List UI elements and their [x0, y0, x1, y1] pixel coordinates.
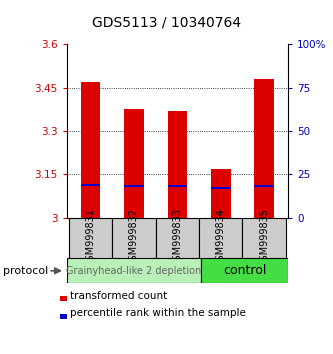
Text: control: control — [223, 264, 266, 277]
Text: GSM999831: GSM999831 — [86, 208, 96, 267]
Bar — [67, 258, 201, 283]
Bar — [211, 187, 230, 189]
Bar — [211, 169, 230, 218]
Bar — [167, 111, 187, 218]
Bar — [167, 185, 187, 188]
Text: transformed count: transformed count — [70, 291, 167, 301]
Bar — [124, 109, 144, 218]
Text: GSM999834: GSM999834 — [216, 208, 226, 267]
Text: Grainyhead-like 2 depletion: Grainyhead-like 2 depletion — [66, 266, 201, 276]
Text: GDS5113 / 10340764: GDS5113 / 10340764 — [92, 16, 241, 30]
Bar — [156, 218, 199, 258]
Bar — [199, 218, 242, 258]
Text: GSM999832: GSM999832 — [129, 208, 139, 267]
Text: GSM999833: GSM999833 — [172, 208, 182, 267]
Text: percentile rank within the sample: percentile rank within the sample — [70, 308, 246, 318]
Bar — [112, 218, 156, 258]
Bar — [254, 79, 274, 218]
Bar — [81, 184, 100, 186]
Bar — [201, 258, 288, 283]
Bar — [124, 185, 144, 188]
Bar — [69, 218, 112, 258]
Text: protocol: protocol — [3, 266, 49, 276]
Text: GSM999835: GSM999835 — [259, 208, 269, 267]
Bar — [254, 184, 274, 187]
Bar — [81, 82, 100, 218]
Bar — [242, 218, 286, 258]
